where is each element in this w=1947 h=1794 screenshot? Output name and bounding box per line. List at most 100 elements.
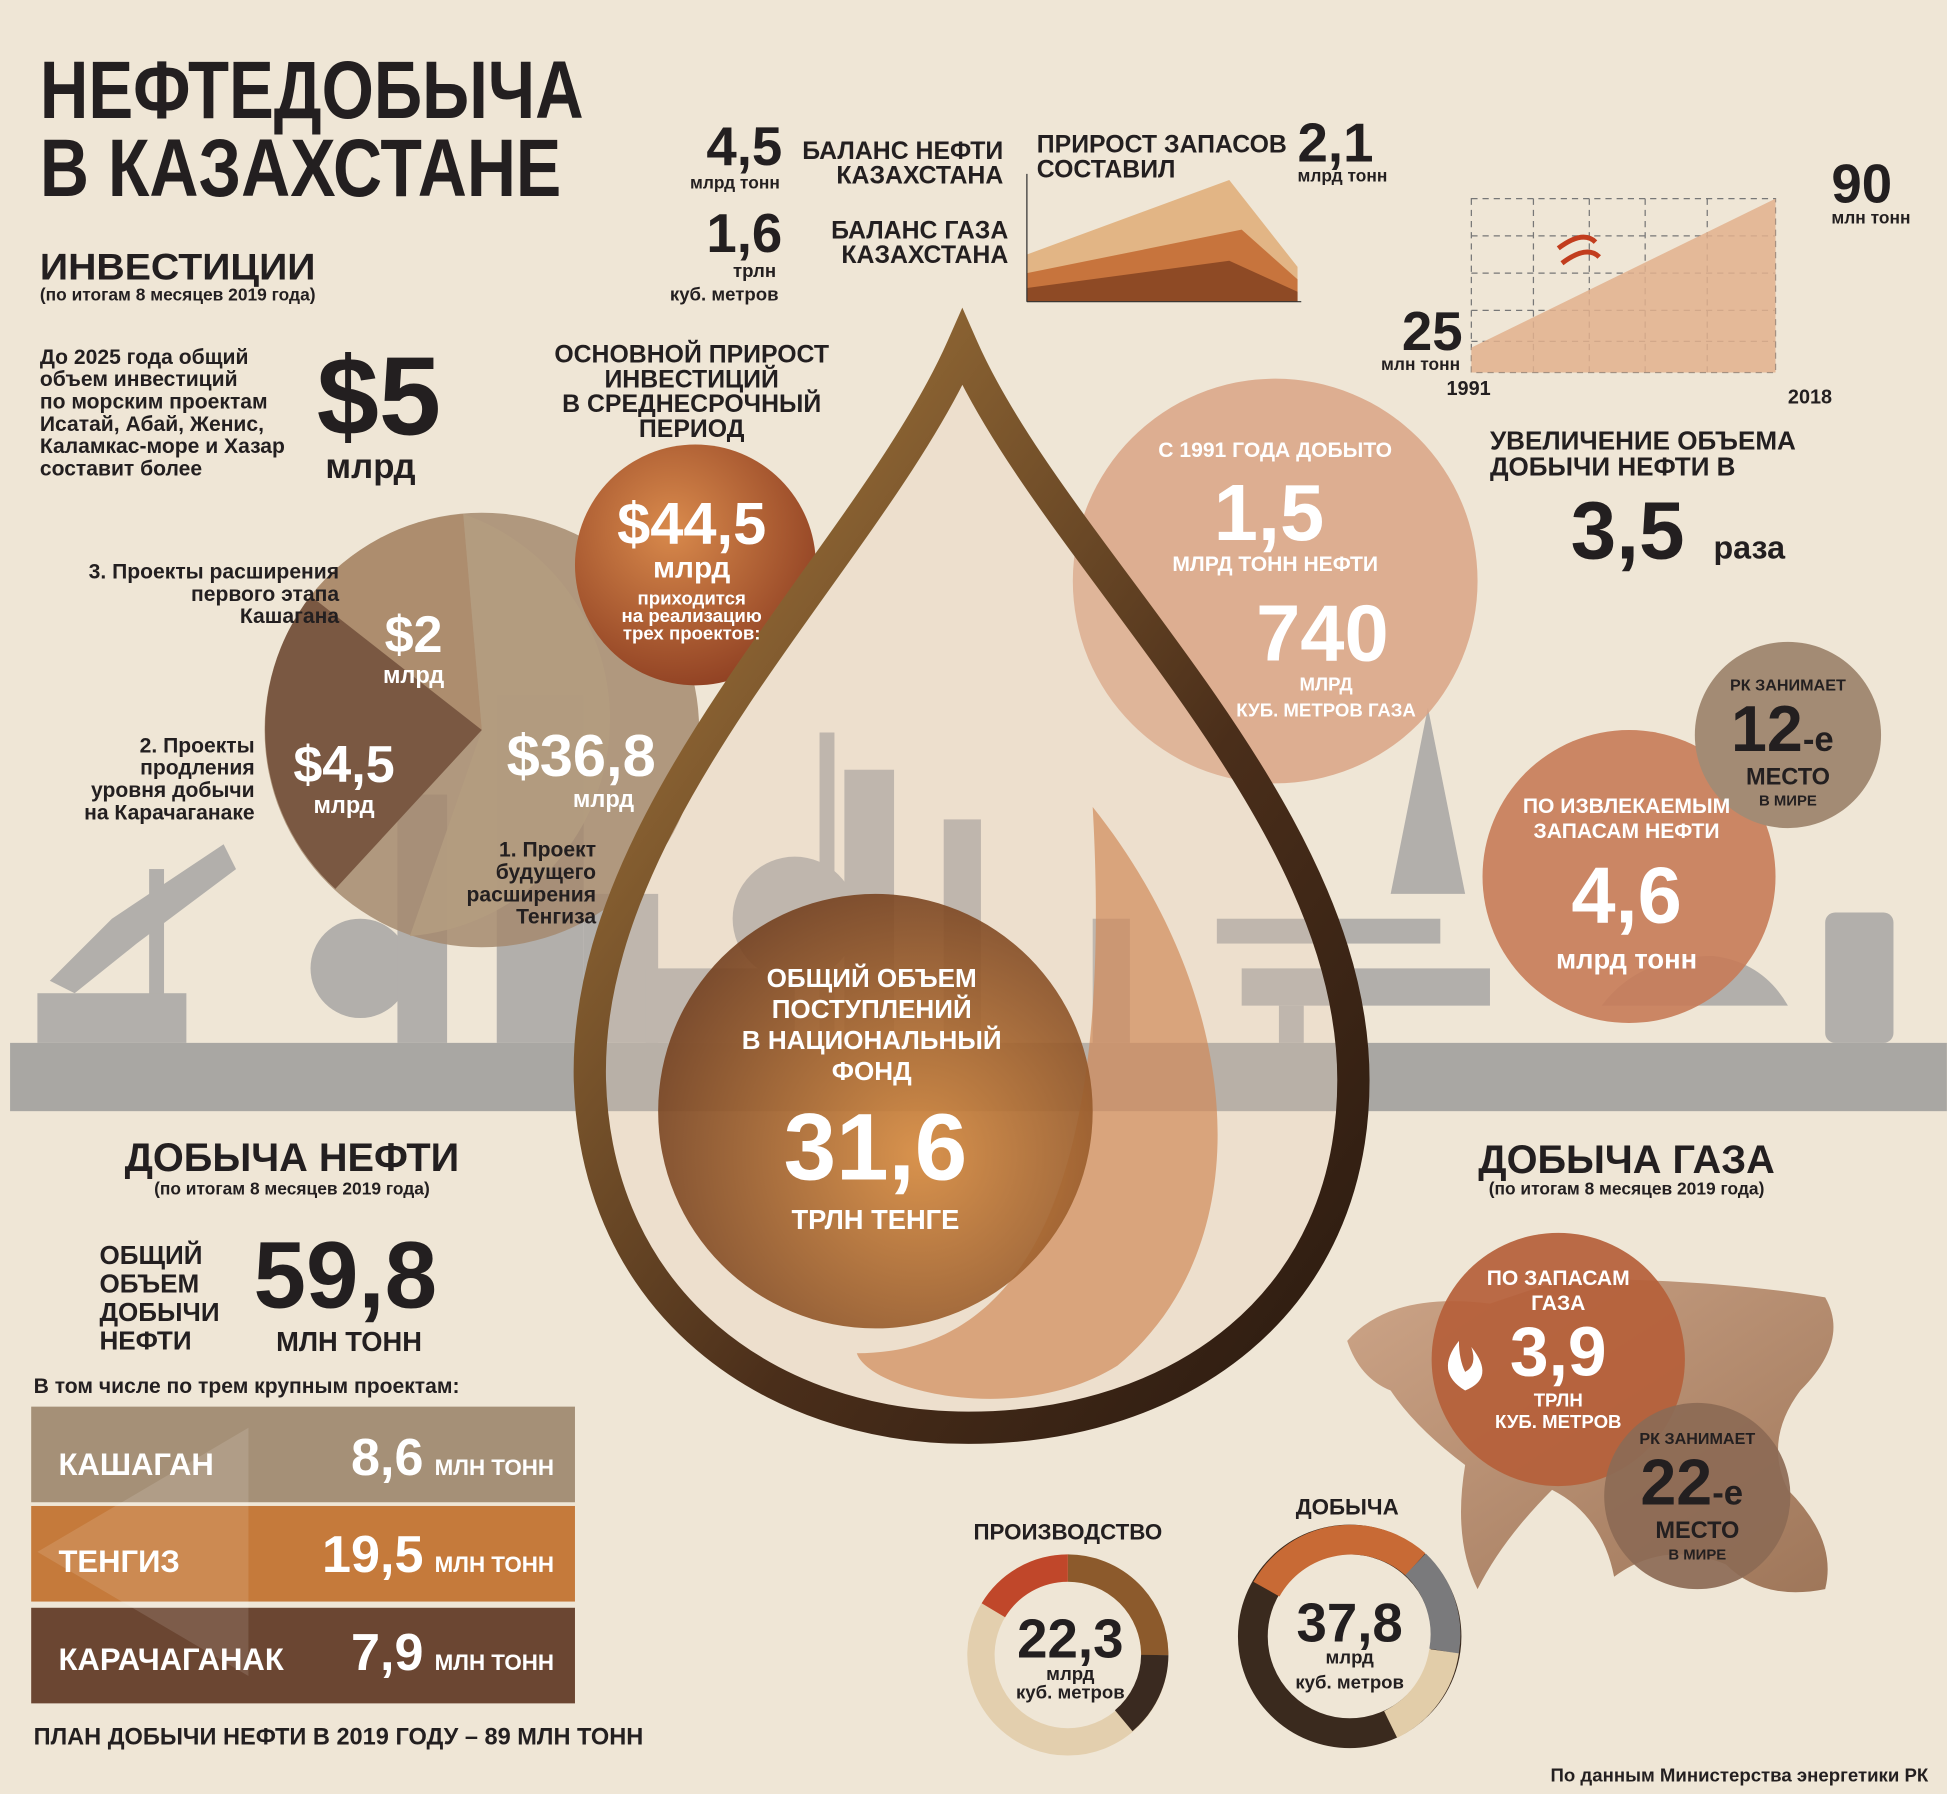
heading: ДОБЫЧА ГАЗА bbox=[1478, 1138, 1775, 1182]
label: 3. Проекты расширения bbox=[89, 561, 339, 584]
value: $2 bbox=[385, 606, 443, 664]
label: ДОБЫЧА bbox=[1296, 1495, 1399, 1520]
label: ПО ИЗВЛЕКАЕМЫМ bbox=[1523, 795, 1730, 818]
text: объем инвестиций bbox=[40, 368, 238, 391]
unit: КУБ. МЕТРОВ ГАЗА bbox=[1236, 699, 1416, 720]
project-value: 7,9 bbox=[351, 1624, 423, 1682]
unit: млрд bbox=[313, 792, 374, 818]
note: приходится bbox=[637, 588, 745, 609]
label: РК ЗАНИМАЕТ bbox=[1730, 676, 1846, 694]
label: РК ЗАНИМАЕТ bbox=[1639, 1430, 1755, 1448]
value: 22,3 bbox=[1017, 1608, 1123, 1669]
value: 22 bbox=[1640, 1447, 1712, 1519]
note: трех проектов: bbox=[623, 622, 761, 643]
label: ФОНД bbox=[832, 1056, 912, 1086]
label: первого этапа bbox=[191, 583, 339, 606]
unit: трлн bbox=[733, 260, 776, 281]
label: Тенгиза bbox=[516, 906, 596, 929]
heading: ПЕРИОД bbox=[639, 416, 745, 443]
label: ГАЗА bbox=[1531, 1292, 1585, 1315]
label: СОСТАВИЛ bbox=[1037, 157, 1176, 184]
value: $36,8 bbox=[507, 722, 656, 789]
label: БАЛАНС ГАЗА bbox=[831, 217, 1008, 244]
label: ЗАПАСАМ НЕФТИ bbox=[1534, 820, 1720, 843]
value: 37,8 bbox=[1297, 1592, 1403, 1653]
label: ОБЪЕМ bbox=[99, 1268, 199, 1298]
text: по морским проектам bbox=[40, 390, 268, 413]
unit: млрд тонн bbox=[1298, 165, 1388, 185]
value: $5 bbox=[317, 334, 441, 459]
label: будущего bbox=[496, 861, 596, 884]
decor bbox=[10, 173, 1947, 1756]
unit: млрд тонн bbox=[1556, 943, 1697, 974]
subtitle: (по итогам 8 месяцев 2019 года) bbox=[40, 284, 316, 304]
unit: млн тонн bbox=[1831, 207, 1910, 227]
label: В НАЦИОНАЛЬНЫЙ bbox=[742, 1025, 1002, 1055]
value: 59,8 bbox=[253, 1222, 437, 1327]
unit: раза bbox=[1713, 530, 1786, 566]
suffix: -е bbox=[1712, 1475, 1743, 1513]
label: расширения bbox=[467, 883, 597, 906]
heading: В СРЕДНЕСРОЧНЫЙ bbox=[562, 390, 821, 418]
year: 1991 bbox=[1447, 378, 1491, 400]
value: 25 bbox=[1402, 301, 1463, 362]
subtitle: (по итогам 8 месяцев 2019 года) bbox=[154, 1178, 430, 1198]
unit: млрд bbox=[383, 662, 444, 688]
unit: куб. метров bbox=[670, 283, 779, 304]
unit: МЛРД bbox=[1300, 673, 1353, 694]
label: 2. Проекты bbox=[140, 734, 255, 757]
label: ОБЩИЙ ОБЪЕМ bbox=[767, 963, 977, 993]
label: продления bbox=[140, 757, 254, 780]
value: 4,5 bbox=[706, 116, 782, 177]
label: УВЕЛИЧЕНИЕ ОБЪЕМА bbox=[1490, 425, 1796, 455]
value: 31,6 bbox=[784, 1094, 968, 1199]
label: ДОБЫЧИ bbox=[99, 1297, 219, 1327]
heading: ОСНОВНОЙ ПРИРОСТ bbox=[554, 341, 829, 369]
label: НЕФТИ bbox=[99, 1326, 191, 1356]
project-name: ТЕНГИЗ bbox=[58, 1544, 179, 1579]
label: ПРОИЗВОДСТВО bbox=[973, 1519, 1162, 1544]
unit: млрд bbox=[325, 448, 415, 486]
value: 3,9 bbox=[1510, 1313, 1607, 1391]
unit: млрд bbox=[573, 786, 634, 812]
label: на Карачаганаке bbox=[84, 801, 255, 824]
unit: КУБ. МЕТРОВ bbox=[1495, 1411, 1621, 1432]
unit: ТРЛН bbox=[1534, 1390, 1583, 1411]
text: Каламкас-море и Хазар bbox=[40, 435, 285, 458]
value: 2,1 bbox=[1298, 112, 1374, 173]
unit: куб. метров bbox=[1016, 1681, 1125, 1702]
label: МЕСТО bbox=[1746, 764, 1830, 790]
heading: ИНВЕСТИЦИЙ bbox=[604, 365, 778, 393]
title: НЕФТЕДОБЫЧА bbox=[40, 45, 584, 136]
title: В КАЗАХСТАНЕ bbox=[40, 123, 561, 214]
label: В МИРЕ bbox=[1668, 1547, 1726, 1563]
heading: ДОБЫЧА НЕФТИ bbox=[125, 1136, 460, 1180]
subtitle: (по итогам 8 месяцев 2019 года) bbox=[1489, 1178, 1765, 1198]
label: ПО ЗАПАСАМ bbox=[1487, 1267, 1630, 1290]
note: на реализацию bbox=[622, 605, 762, 626]
heading: ИНВЕСТИЦИИ bbox=[40, 245, 316, 287]
project-name: КАШАГАН bbox=[58, 1447, 213, 1482]
unit: куб. метров bbox=[1295, 1671, 1404, 1692]
plan: ПЛАН ДОБЫЧИ НЕФТИ В 2019 ГОДУ – 89 МЛН Т… bbox=[34, 1723, 644, 1749]
label: 1. Проект bbox=[499, 839, 596, 862]
value: 740 bbox=[1256, 588, 1389, 677]
value: 1,5 bbox=[1214, 468, 1324, 557]
unit: млрд bbox=[1326, 1647, 1374, 1668]
text: Исатай, Абай, Женис, bbox=[40, 413, 264, 436]
value: 12 bbox=[1731, 693, 1803, 765]
unit: млн тонн bbox=[1381, 354, 1460, 374]
text: До 2025 года общий bbox=[40, 346, 249, 369]
label: Кашагана bbox=[240, 605, 339, 628]
label: ПРИРОСТ ЗАПАСОВ bbox=[1037, 132, 1287, 159]
label: МЕСТО bbox=[1655, 1517, 1739, 1543]
label: В том числе по трем крупным проектам: bbox=[34, 1375, 460, 1398]
label: БАЛАНС НЕФТИ bbox=[802, 138, 1003, 165]
source: По данным Министерства энергетики РК bbox=[1551, 1765, 1929, 1786]
project-name: КАРАЧАГАНАК bbox=[58, 1642, 283, 1677]
unit: МЛН ТОНН bbox=[276, 1326, 422, 1357]
value: $44,5 bbox=[617, 490, 766, 557]
year: 2018 bbox=[1788, 386, 1832, 408]
value: $4,5 bbox=[293, 736, 394, 794]
